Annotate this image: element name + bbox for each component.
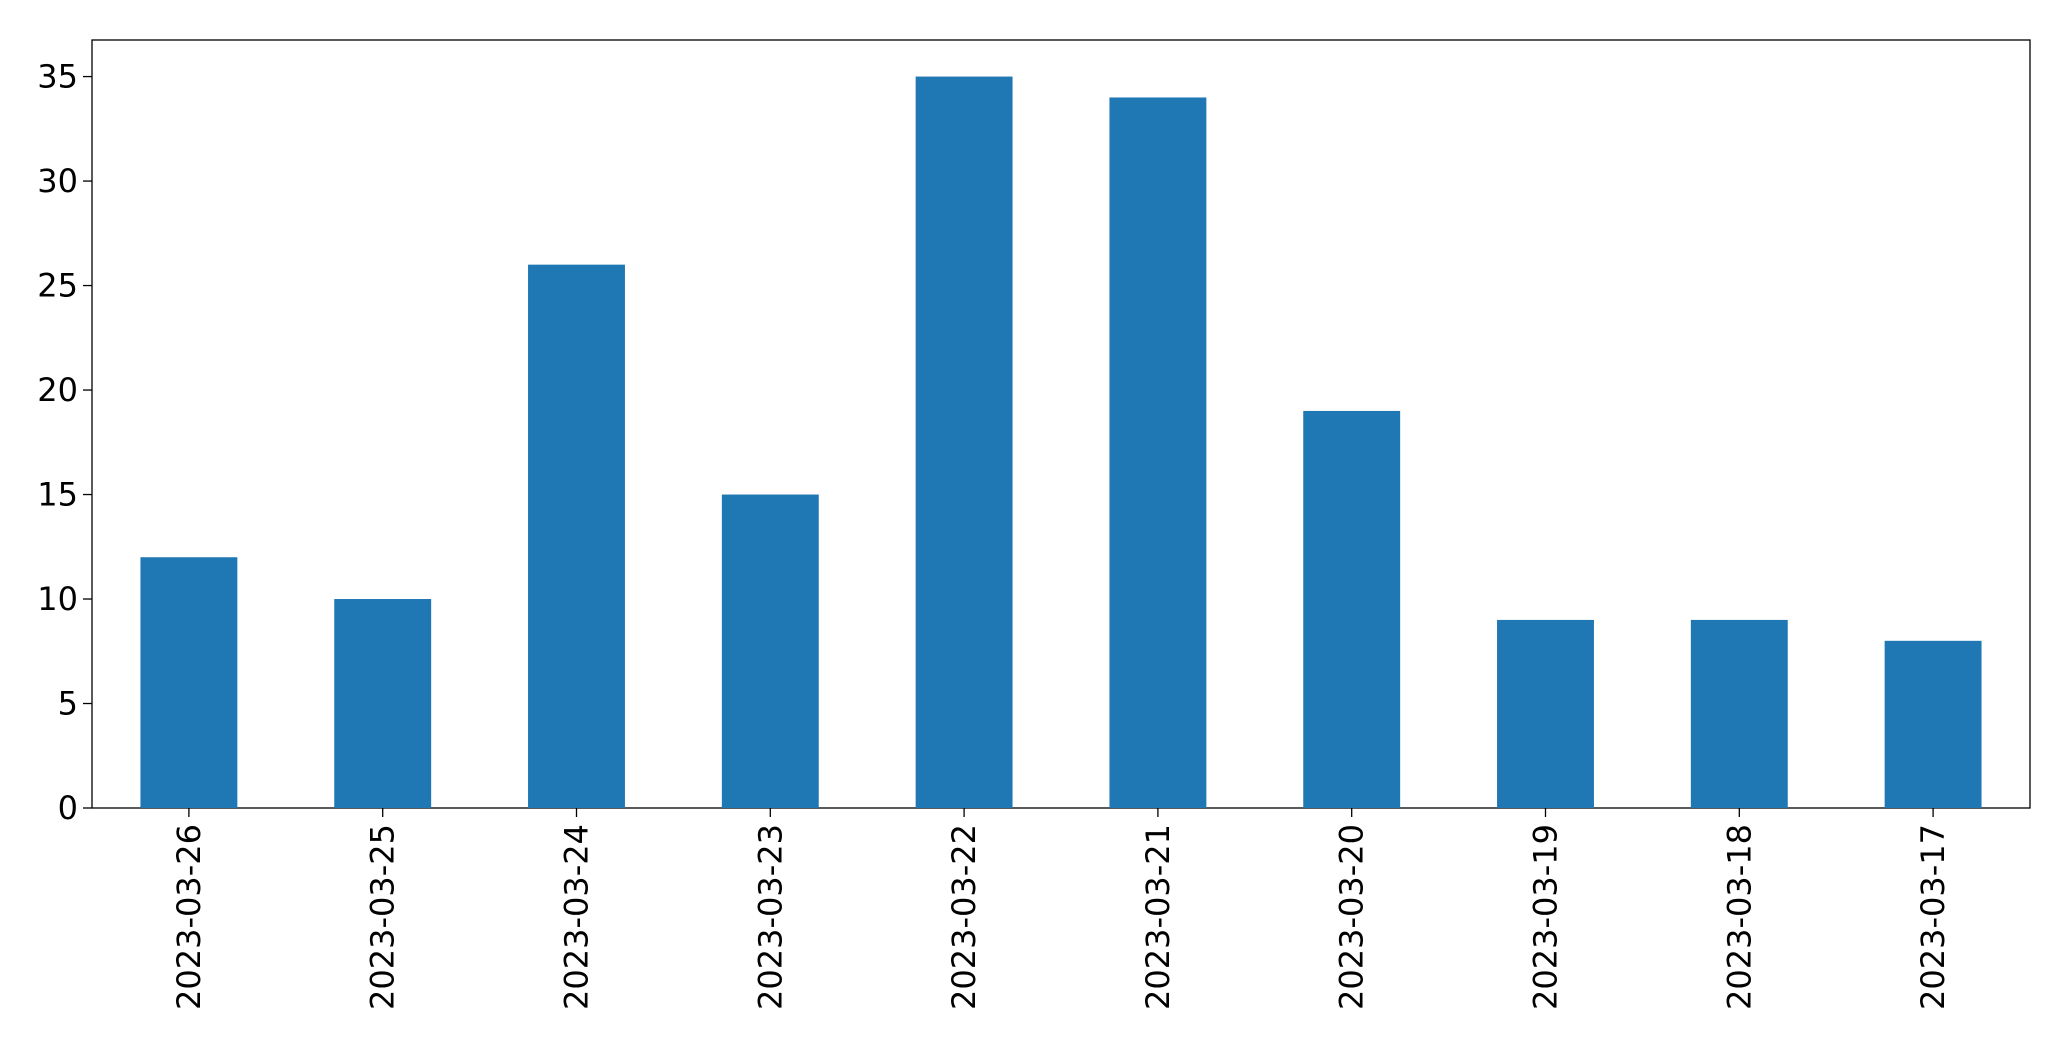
- bar: [1690, 619, 1788, 808]
- x-tick-label: 2023-03-26: [170, 824, 208, 1010]
- y-tick-label: 25: [37, 267, 78, 305]
- y-tick-label: 30: [37, 162, 78, 200]
- y-tick-label: 15: [37, 476, 78, 514]
- x-tick-label: 2023-03-17: [1914, 824, 1952, 1010]
- bar: [721, 494, 819, 808]
- bar: [1497, 619, 1594, 808]
- bar: [1884, 640, 1982, 808]
- x-tick-label: 2023-03-23: [751, 824, 789, 1010]
- bar: [1303, 410, 1401, 808]
- x-tick-label: 2023-03-25: [364, 824, 402, 1010]
- y-tick-label: 5: [58, 685, 78, 723]
- axes-frame: [91, 39, 2031, 809]
- y-tick-label: 35: [37, 58, 78, 96]
- bar: [915, 76, 1013, 809]
- x-tick-label: 2023-03-21: [1139, 824, 1177, 1010]
- bar: [528, 264, 625, 808]
- x-tick-label: 2023-03-18: [1720, 824, 1758, 1010]
- y-tick-label: 0: [58, 789, 78, 827]
- x-tick-label: 2023-03-20: [1333, 824, 1371, 1010]
- y-tick-label: 20: [37, 371, 78, 409]
- bar: [140, 557, 238, 808]
- x-tick-label: 2023-03-19: [1527, 824, 1565, 1010]
- bar: [1109, 97, 1207, 809]
- y-tick-label: 10: [37, 580, 78, 618]
- x-tick-label: 2023-03-24: [558, 824, 596, 1010]
- x-tick-label: 2023-03-22: [945, 824, 983, 1010]
- bar: [334, 599, 432, 808]
